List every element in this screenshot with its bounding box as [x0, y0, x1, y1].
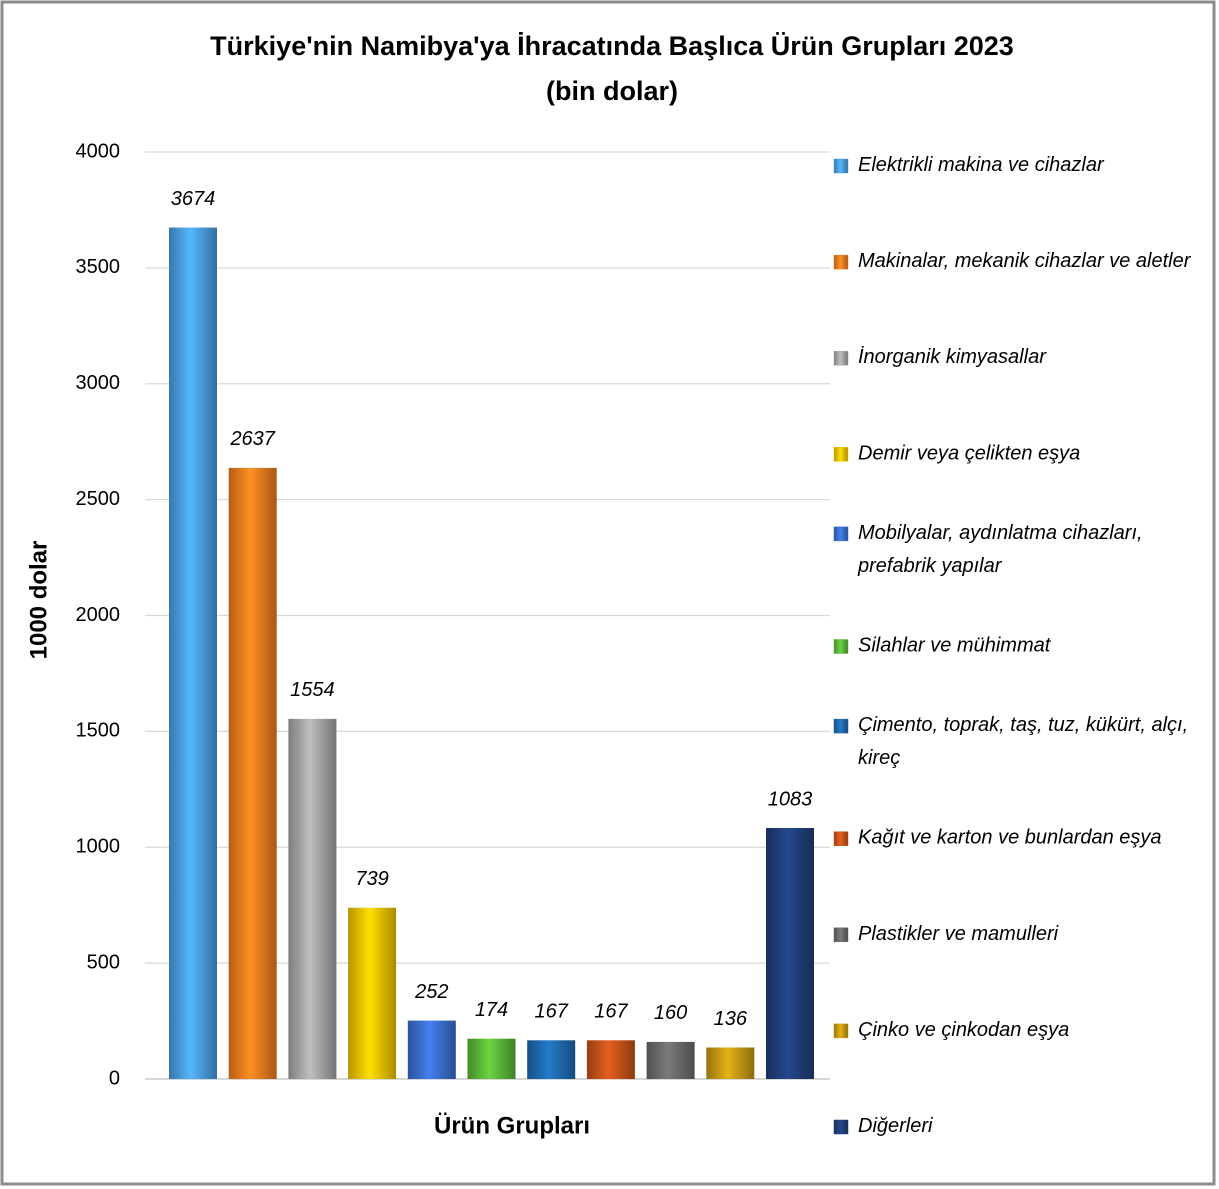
legend-label: İnorganik kimyasallar — [858, 346, 1047, 368]
y-tick-label: 2000 — [76, 604, 121, 626]
bar — [706, 1047, 755, 1079]
y-tick-label: 2500 — [76, 488, 121, 510]
legend-marker — [833, 831, 849, 846]
bar — [407, 1020, 456, 1079]
y-axis-title: 1000 dolar — [25, 541, 52, 660]
legend-label: Demir veya çelikten eşya — [858, 443, 1080, 465]
value-label: 160 — [654, 1002, 687, 1024]
y-tick-label: 3000 — [76, 372, 121, 394]
bar — [586, 1040, 635, 1079]
value-label: 167 — [535, 1001, 569, 1023]
legend-label: Kağıt ve karton ve bunlardan eşya — [858, 827, 1162, 849]
y-tick-label: 4000 — [76, 140, 121, 162]
legend-marker — [833, 447, 849, 462]
bar — [348, 907, 397, 1079]
bar — [228, 467, 277, 1079]
y-tick-label: 3500 — [76, 256, 121, 278]
legend-label: Diğerleri — [858, 1115, 933, 1137]
value-label: 3674 — [171, 188, 216, 210]
value-label: 1083 — [768, 788, 813, 810]
bar — [527, 1040, 576, 1079]
legend-marker — [833, 254, 849, 270]
y-tick-label: 1000 — [76, 836, 121, 858]
bar — [766, 828, 814, 1079]
value-label: 174 — [475, 999, 508, 1021]
y-tick-label: 1500 — [76, 720, 121, 742]
bar — [646, 1041, 695, 1079]
bar — [169, 227, 217, 1079]
y-tick-label: 500 — [87, 951, 120, 973]
legend-marker — [833, 1119, 849, 1135]
value-label: 2637 — [229, 428, 275, 450]
bar — [467, 1038, 516, 1079]
legend-marker — [833, 1023, 849, 1039]
bar — [288, 718, 337, 1079]
legend-marker — [833, 718, 849, 734]
legend-label: Çimento, toprak, taş, tuz, kükürt, alçı,… — [858, 714, 1188, 769]
value-label: 1554 — [290, 679, 335, 701]
legend-marker — [833, 639, 849, 654]
legend-label: Plastikler ve mamulleri — [858, 923, 1059, 945]
y-tick-label: 0 — [109, 1067, 120, 1089]
legend-marker — [833, 526, 849, 542]
chart-subtitle: (bin dolar) — [546, 76, 678, 106]
legend-label: Mobilyalar, aydınlatma cihazları, prefabr… — [857, 522, 1143, 577]
legend-marker — [833, 350, 849, 366]
x-axis-title: Ürün Grupları — [434, 1112, 590, 1139]
legend-label: Silahlar ve mühimmat — [858, 635, 1052, 657]
legend-marker — [833, 158, 849, 174]
legend-marker — [833, 927, 849, 943]
legend-label: Elektrikli makina ve cihazlar — [858, 154, 1105, 176]
legend-label: Çinko ve çinkodan eşya — [858, 1019, 1069, 1041]
chart-title: Türkiye'nin Namibya'ya İhracatında Başlı… — [210, 31, 1014, 61]
value-label: 739 — [355, 868, 388, 890]
value-label: 252 — [414, 981, 448, 1003]
legend-label: Makinalar, mekanik cihazlar ve aletler — [858, 250, 1192, 272]
value-label: 136 — [714, 1008, 748, 1030]
value-label: 167 — [594, 1001, 628, 1023]
